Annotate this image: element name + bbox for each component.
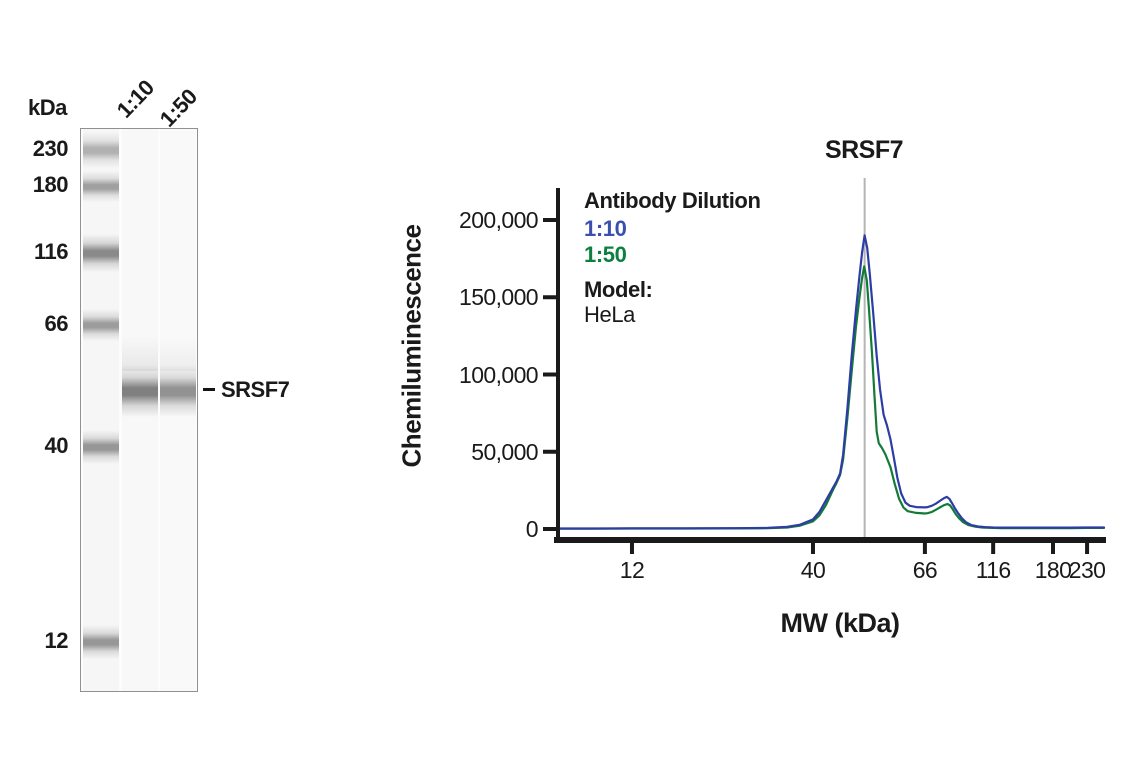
ladder-label-12: 12 <box>44 628 69 653</box>
y-tick-0 <box>543 527 556 531</box>
x-tick-66 <box>922 543 927 554</box>
sample-band-1:50 <box>160 365 196 417</box>
y-tick-200,000 <box>543 218 556 222</box>
blot-image <box>80 128 198 692</box>
x-tick-40 <box>810 543 815 554</box>
ladder-band-180 <box>83 170 119 202</box>
ladder-lane <box>83 129 119 691</box>
y-tick-50,000 <box>543 449 556 454</box>
y-tick-label-200,000: 200,000 <box>459 207 539 233</box>
ladder-label-230: 230 <box>32 136 69 161</box>
legend-model-value: HeLa <box>584 302 635 327</box>
x-tick-label-230: 230 <box>1068 557 1106 583</box>
x-axis-title: MW (kDa) <box>780 608 901 638</box>
y-tick-label-0: 0 <box>525 516 539 542</box>
ladder-label-40: 40 <box>44 433 69 458</box>
chart-title: SRSF7 <box>824 136 904 164</box>
series-curve-1:50 <box>557 265 1106 530</box>
ladder-band-230 <box>83 132 119 168</box>
lane-label-1:50: 1:50 <box>154 84 202 132</box>
x-tick-label-66: 66 <box>912 557 938 583</box>
ladder-band-66 <box>83 309 119 341</box>
ladder-band-12 <box>83 625 119 659</box>
x-tick-12 <box>629 543 634 554</box>
ladder-label-116: 116 <box>34 239 69 264</box>
y-axis-line <box>556 188 560 543</box>
sample-band-1:10 <box>122 365 158 417</box>
lane-label-1:10: 1:10 <box>111 75 159 123</box>
y-tick-label-150,000: 150,000 <box>459 284 539 311</box>
x-tick-230 <box>1085 543 1090 554</box>
x-tick-label-180: 180 <box>1034 557 1072 583</box>
legend-model-label: Model: <box>584 277 653 302</box>
y-tick-100,000 <box>543 372 556 377</box>
ladder-band-116 <box>83 234 119 272</box>
band-label: SRSF7 <box>221 377 290 402</box>
y-axis-title: Chemiluminescence <box>396 224 427 468</box>
ladder-label-180: 180 <box>32 172 69 197</box>
x-axis-line <box>554 537 1106 543</box>
band-pointer-dash <box>203 388 215 391</box>
ladder-band-40 <box>83 430 119 464</box>
peak-marker-line <box>863 178 866 537</box>
y-tick-label-50,000: 50,000 <box>471 438 538 465</box>
y-tick-label-100,000: 100,000 <box>459 361 539 388</box>
legend-entry-1to10: 1:10 <box>584 216 627 241</box>
x-tick-label-12: 12 <box>619 557 645 583</box>
ladder-label-66: 66 <box>44 311 69 336</box>
kda-axis-title: kDa <box>28 95 67 120</box>
legend-entry-1to50: 1:50 <box>584 242 627 267</box>
x-tick-label-116: 116 <box>975 557 1011 583</box>
y-tick-150,000 <box>543 295 556 300</box>
x-tick-label-40: 40 <box>800 557 826 583</box>
legend-title: Antibody Dilution <box>584 188 761 213</box>
x-tick-116 <box>991 543 996 554</box>
x-tick-180 <box>1051 543 1056 554</box>
